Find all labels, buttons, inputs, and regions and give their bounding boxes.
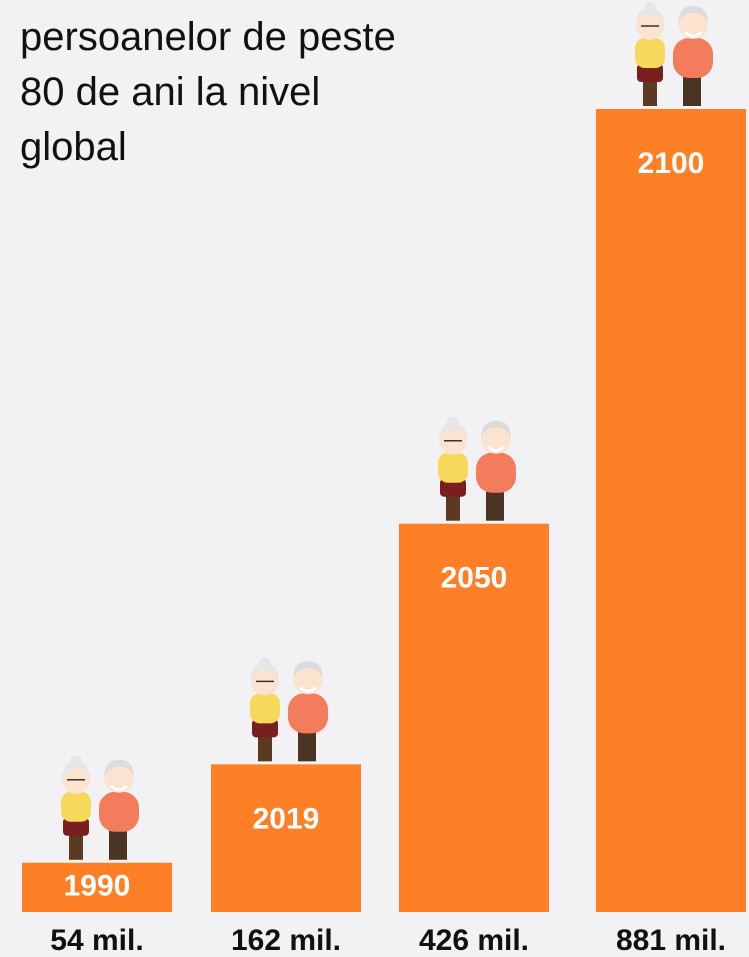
bar-year-label: 2100	[638, 147, 705, 180]
man-hair	[481, 420, 511, 437]
bar	[399, 523, 549, 912]
bar	[22, 862, 172, 912]
man-head	[104, 762, 134, 793]
elderly-couple-icon	[438, 416, 516, 521]
woman-bun	[259, 657, 271, 670]
woman-skirt	[252, 719, 278, 738]
man-hair	[293, 661, 323, 678]
value-label: 162 mil.	[231, 924, 341, 957]
value-label: 881 mil.	[616, 924, 726, 957]
elderly-couple-icon	[250, 657, 328, 762]
woman-bun	[447, 416, 459, 429]
woman-body	[438, 452, 468, 483]
bar-year-label: 2050	[441, 562, 508, 595]
man-legs	[683, 72, 701, 106]
elderly-couple-icon	[635, 2, 713, 106]
bar	[596, 109, 746, 912]
woman-hair	[62, 761, 90, 778]
man-head	[481, 423, 511, 454]
man-legs	[109, 825, 127, 860]
woman-bun	[70, 755, 82, 768]
bar	[211, 764, 361, 912]
man-body	[288, 693, 328, 734]
woman-hair	[251, 663, 279, 680]
man-body	[476, 452, 516, 493]
man-legs	[486, 486, 504, 521]
man-body	[99, 791, 139, 832]
woman-skirt	[63, 817, 89, 836]
man-hair	[104, 759, 134, 776]
woman-skirt	[440, 478, 466, 497]
bar-year-label: 1990	[64, 869, 131, 902]
man-head	[293, 664, 323, 695]
man-beard	[683, 30, 703, 38]
woman-body	[250, 693, 280, 724]
man-hair	[678, 6, 708, 22]
man-beard	[298, 686, 318, 693]
chart-title: persoanelor de peste 80 de ani la nivel …	[20, 15, 396, 169]
man-beard	[109, 784, 129, 792]
elderly-couple-icon	[61, 755, 139, 860]
woman-hair	[636, 8, 664, 24]
man-legs	[298, 727, 316, 762]
woman-bun	[644, 2, 656, 14]
woman-skirt	[637, 64, 663, 82]
woman-body	[61, 791, 91, 822]
man-head	[678, 9, 708, 39]
man-body	[673, 38, 713, 78]
man-beard	[486, 445, 506, 453]
bar-year-label: 2019	[253, 802, 320, 835]
value-label: 54 mil.	[50, 924, 143, 957]
woman-body	[635, 38, 665, 68]
value-label: 426 mil.	[419, 924, 529, 957]
woman-hair	[439, 422, 467, 439]
